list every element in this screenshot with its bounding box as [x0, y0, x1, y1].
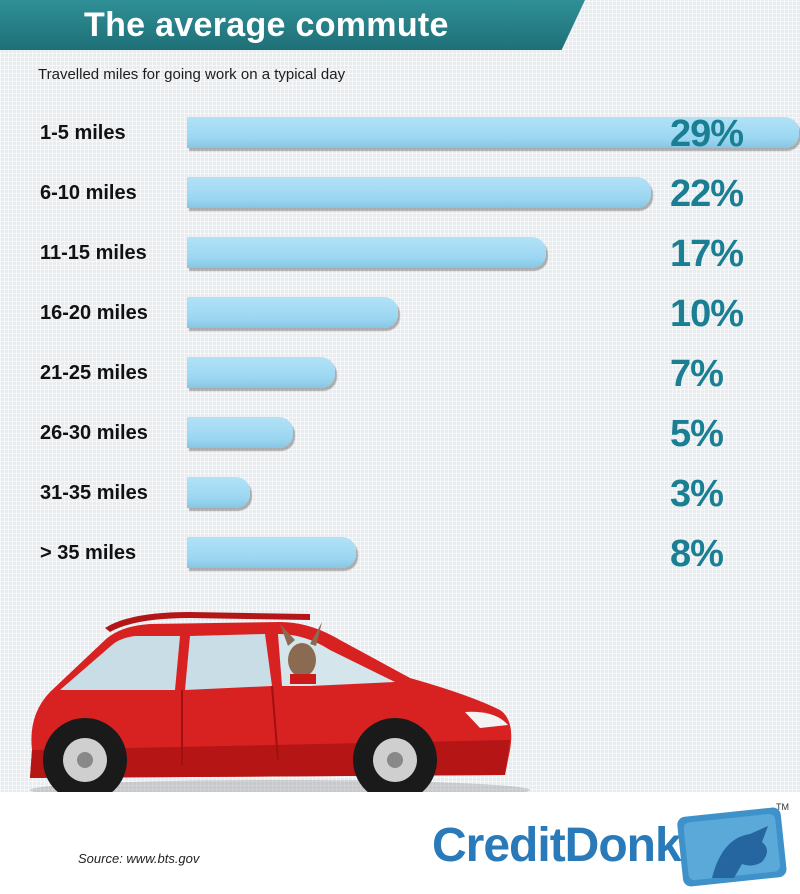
donkey-icon: TM [677, 802, 789, 887]
trademark-symbol: TM [776, 802, 789, 812]
category-label: 16-20 miles [40, 302, 148, 324]
car-illustration [30, 612, 530, 802]
bar [187, 117, 799, 148]
value-label: 22% [670, 173, 744, 215]
value-label: 10% [670, 293, 744, 335]
category-label: 1-5 miles [40, 122, 126, 144]
category-label: > 35 miles [40, 542, 137, 564]
category-label: 11-15 miles [40, 242, 147, 264]
category-label: 26-30 miles [40, 422, 148, 444]
bar [187, 357, 335, 388]
value-label: 5% [670, 413, 724, 455]
chart-title: The average commute distance [0, 0, 585, 50]
value-label: 7% [670, 353, 724, 395]
footer-band [0, 792, 800, 894]
bar [187, 237, 546, 268]
value-label: 29% [670, 113, 744, 155]
bar-chart: 1-5 miles 29% 6-10 miles 22% 11-15 miles 17% 1… [40, 113, 799, 575]
bar [187, 537, 356, 568]
value-label: 3% [670, 473, 724, 515]
value-label: 17% [670, 233, 744, 275]
value-label: 8% [670, 533, 724, 575]
bar [187, 177, 651, 208]
bar [187, 477, 250, 508]
bar [187, 417, 293, 448]
source-note: Source: www.bts.gov [78, 851, 200, 866]
category-label: 6-10 miles [40, 182, 137, 204]
category-label: 21-25 miles [40, 362, 148, 384]
category-label: 31-35 miles [40, 482, 148, 504]
chart-subtitle: Travelled miles for going work on a typi… [38, 66, 346, 83]
bar [187, 297, 398, 328]
